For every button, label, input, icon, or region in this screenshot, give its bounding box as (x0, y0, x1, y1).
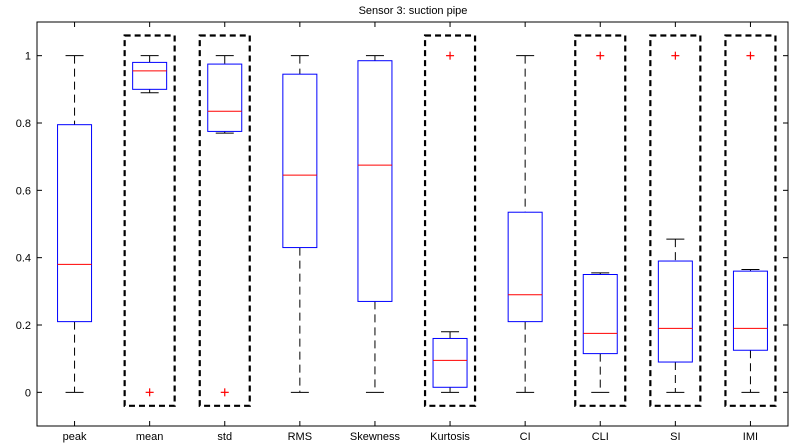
y-tick-label: 0.2 (16, 320, 31, 332)
highlight-box (123, 34, 176, 407)
box-kurtosis (432, 51, 468, 393)
box-rms (282, 55, 318, 393)
iqr-box (282, 73, 318, 249)
x-tick-label: Skewness (350, 431, 401, 443)
box-std (207, 55, 243, 397)
highlight-box (423, 34, 477, 407)
iqr-box (507, 211, 543, 323)
highlight-box (198, 34, 251, 407)
iqr-box (732, 270, 768, 351)
box-cli (582, 51, 618, 393)
box-ci (507, 55, 543, 393)
x-axis: peak mean std RMS Skewness Kurtosis CI CLI SI IMI (63, 22, 758, 443)
highlight-box (649, 34, 702, 407)
x-tick-label: RMS (288, 431, 312, 443)
highlight-box (574, 34, 627, 407)
y-tick-label: 0.6 (16, 185, 31, 197)
box-skewness (357, 55, 393, 393)
x-tick-label: peak (63, 431, 87, 443)
y-tick-label: 0 (25, 387, 31, 399)
x-tick-label: Kurtosis (430, 431, 470, 443)
x-tick-label: IMI (743, 431, 758, 443)
iqr-box (207, 63, 243, 132)
iqr-box (432, 337, 468, 388)
iqr-box (132, 61, 168, 90)
y-tick-label: 1 (25, 51, 31, 63)
iqr-box (57, 124, 93, 323)
box-series (57, 51, 768, 397)
box-peak (57, 55, 93, 393)
highlight-box (724, 34, 777, 407)
iqr-box (657, 260, 693, 363)
x-tick-label: SI (670, 431, 680, 443)
y-axis: 0 0.2 0.4 0.6 0.8 1 (16, 51, 788, 399)
chart-title: Sensor 3: suction pipe (359, 5, 468, 17)
box-si (657, 51, 693, 393)
x-tick-label: CI (520, 431, 531, 443)
x-tick-label: CLI (592, 431, 609, 443)
highlight-boxes (123, 34, 777, 407)
iqr-box (582, 274, 618, 355)
y-tick-label: 0.4 (16, 253, 31, 265)
x-tick-label: mean (136, 431, 164, 443)
plot-frame (36, 21, 789, 427)
iqr-box (357, 60, 393, 302)
x-tick-label: std (217, 431, 232, 443)
box-imi (732, 51, 768, 393)
y-tick-label: 0.8 (16, 118, 31, 130)
box-mean (132, 55, 168, 397)
